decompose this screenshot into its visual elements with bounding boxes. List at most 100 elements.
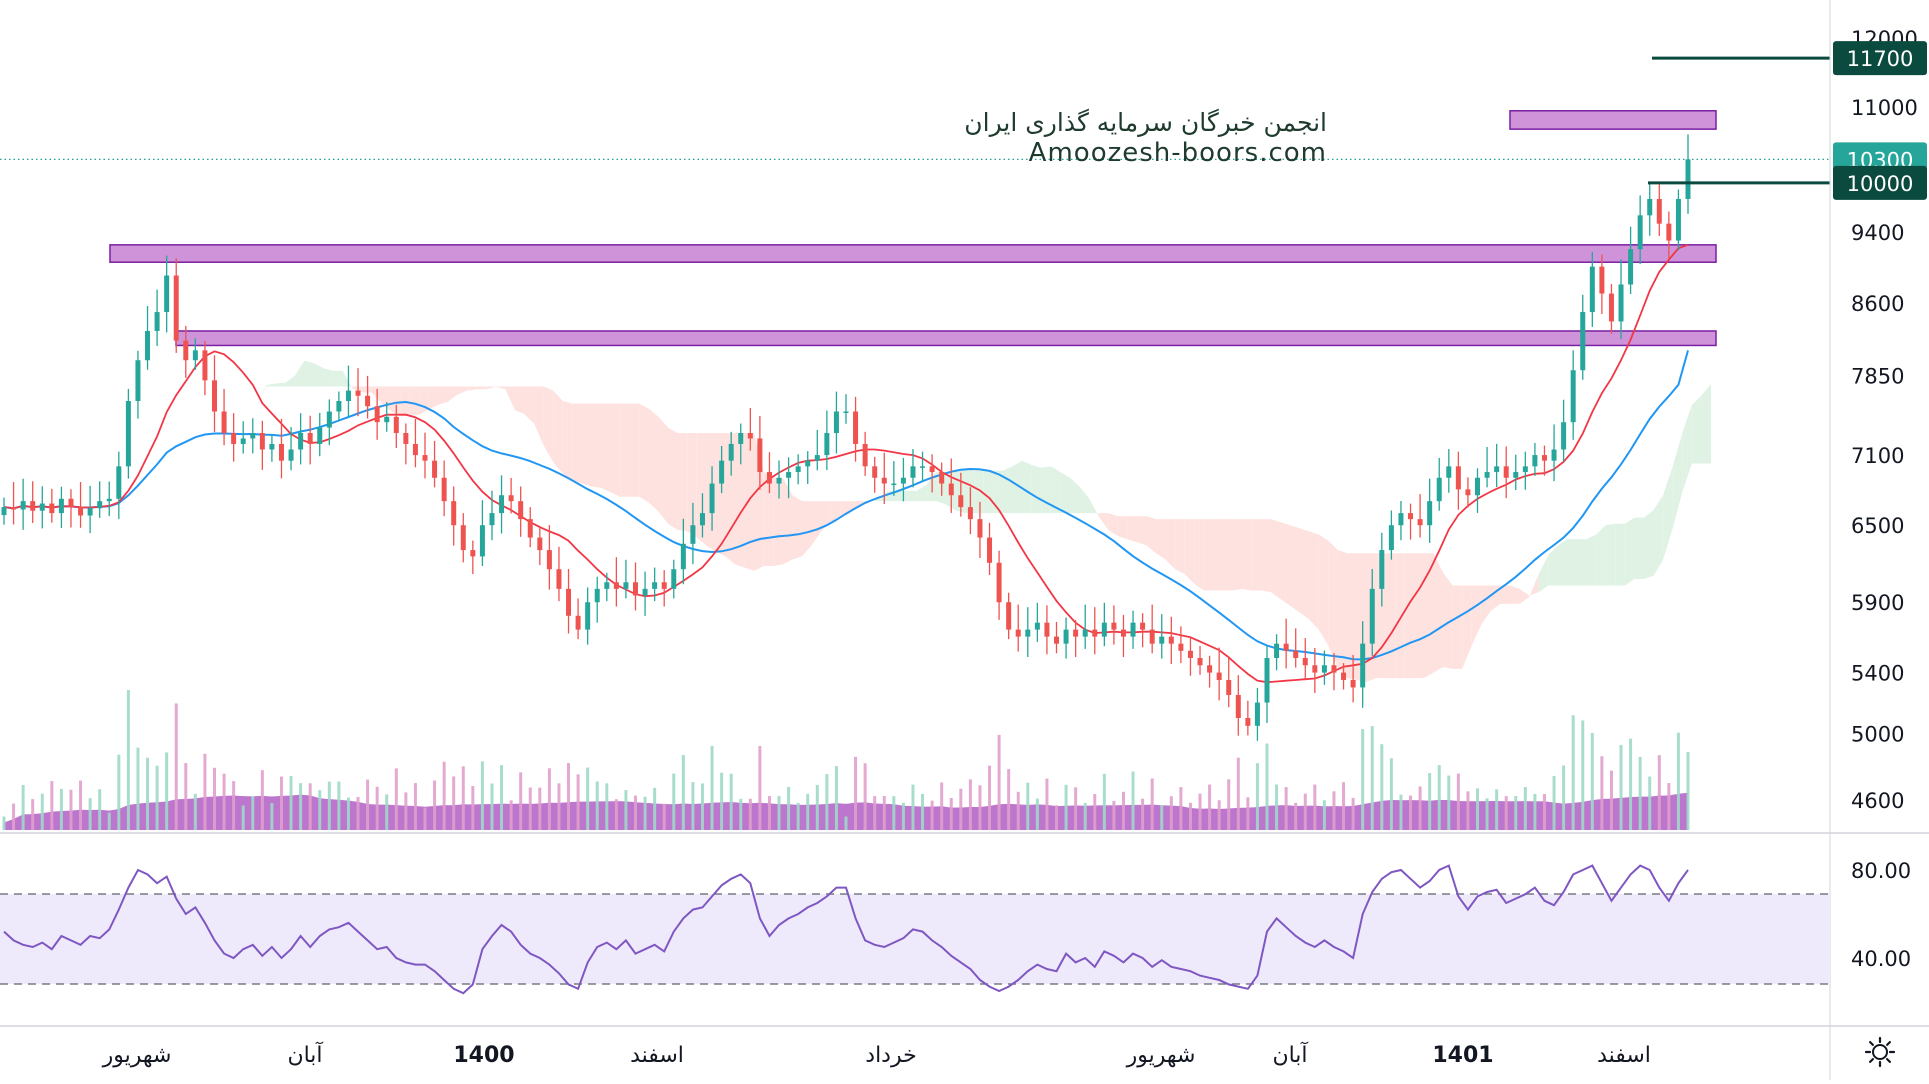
candle[interactable] [336,391,342,422]
candle[interactable] [1427,478,1433,543]
candle[interactable] [1101,602,1107,647]
candle[interactable] [1580,294,1586,380]
candle[interactable] [1408,503,1414,540]
candle[interactable] [642,571,648,616]
candle[interactable] [1532,442,1538,476]
candle[interactable] [987,522,993,576]
candle[interactable] [1044,605,1050,655]
candle[interactable] [365,375,371,419]
candle[interactable] [680,518,686,585]
candle[interactable] [288,427,294,471]
candle[interactable] [613,557,619,607]
candle[interactable] [719,445,725,494]
candle[interactable] [1475,468,1480,513]
candle[interactable] [1628,226,1634,295]
candle[interactable] [1063,617,1069,659]
candle[interactable] [1130,610,1136,649]
candle[interactable] [594,576,600,623]
candle[interactable] [39,486,45,529]
candle[interactable] [164,255,170,333]
candle[interactable] [1484,447,1490,488]
candle[interactable] [556,546,562,602]
candle[interactable] [690,502,696,565]
candle[interactable] [900,457,906,502]
candle[interactable] [1398,501,1404,541]
candle[interactable] [412,418,418,468]
candle[interactable] [872,456,878,493]
candle[interactable] [1446,449,1452,493]
candle[interactable] [939,462,945,496]
candle[interactable] [1436,457,1442,511]
candle[interactable] [1073,620,1079,658]
candle[interactable] [795,454,801,485]
candle[interactable] [958,472,964,517]
candle[interactable] [1140,613,1146,648]
candle[interactable] [843,394,849,424]
candle[interactable] [1331,653,1337,691]
candle[interactable] [1,497,7,525]
candle[interactable] [1120,614,1126,658]
candle[interactable] [1321,650,1327,685]
candle[interactable] [355,368,361,417]
candle[interactable] [1656,184,1662,236]
candle[interactable] [728,431,734,476]
candle[interactable] [403,423,409,465]
candle[interactable] [422,432,428,479]
candle[interactable] [479,500,485,566]
candle[interactable] [1608,284,1614,334]
candle[interactable] [192,338,198,370]
candle[interactable] [967,487,973,535]
candle[interactable] [996,550,1002,620]
candle[interactable] [154,289,160,346]
candle[interactable] [231,413,237,462]
candle[interactable] [1417,494,1423,538]
candle[interactable] [1388,510,1394,560]
candle[interactable] [1245,700,1251,736]
candle[interactable] [1111,605,1117,645]
candle[interactable] [1254,687,1260,741]
candle[interactable] [1293,628,1299,668]
candle[interactable] [68,489,74,528]
candle[interactable] [345,365,351,416]
candle[interactable] [326,399,332,446]
candle[interactable] [1551,424,1557,482]
candle[interactable] [1541,445,1547,476]
candle[interactable] [1637,195,1643,265]
candle[interactable] [240,421,246,454]
candle[interactable] [814,430,820,471]
candle[interactable] [11,482,17,525]
candle[interactable] [135,350,141,419]
candle[interactable] [1647,181,1653,236]
candle[interactable] [1312,647,1318,693]
candle[interactable] [20,478,26,530]
candle[interactable] [1675,189,1681,251]
candle[interactable] [278,418,284,479]
candle[interactable] [145,305,151,370]
candle[interactable] [460,513,466,563]
candle[interactable] [1187,636,1193,676]
candle[interactable] [1034,602,1040,642]
candle[interactable] [747,407,753,451]
candle[interactable] [546,525,552,590]
candle[interactable] [1341,663,1347,690]
candle[interactable] [1226,657,1232,708]
candle[interactable] [432,440,438,488]
candle[interactable] [1274,634,1280,671]
candle[interactable] [1302,638,1308,681]
candle[interactable] [97,481,103,518]
candle[interactable] [699,493,705,538]
candle[interactable] [776,460,782,499]
candle[interactable] [1369,568,1375,656]
candle[interactable] [1503,446,1509,499]
candle[interactable] [307,415,313,465]
zone-rect[interactable] [1509,110,1717,130]
candle[interactable] [623,559,629,599]
candle[interactable] [929,454,935,493]
candle[interactable] [891,461,897,496]
zone-rect[interactable] [109,244,1717,263]
candle[interactable] [259,420,265,470]
candle[interactable] [1513,454,1519,491]
candle[interactable] [499,475,505,534]
candle[interactable] [508,477,514,514]
